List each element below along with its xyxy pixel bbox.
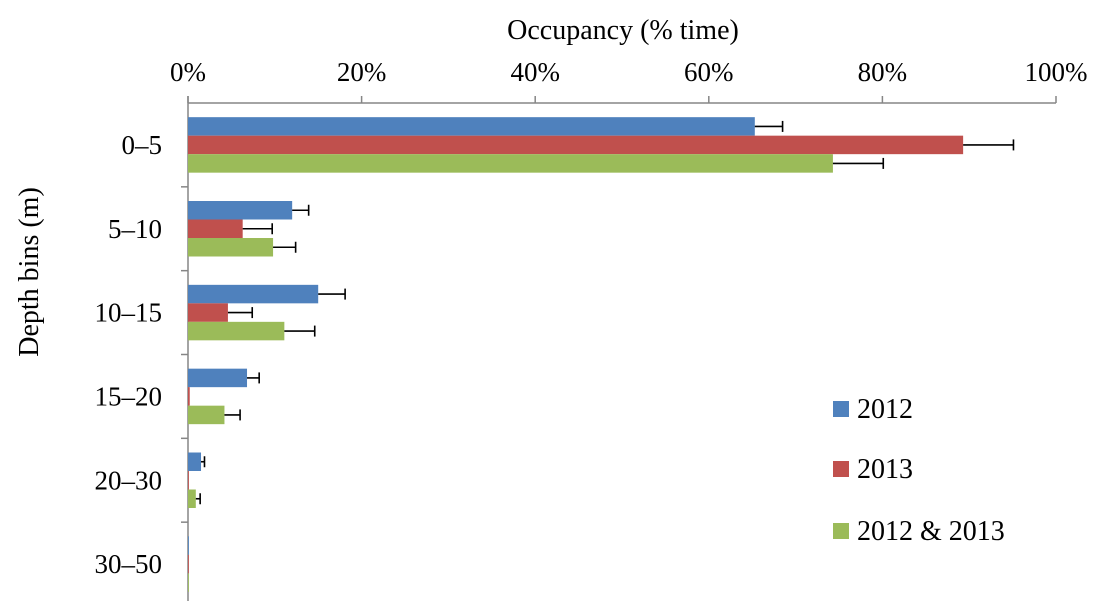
bar <box>188 238 274 257</box>
y-category-label: 15–20 <box>95 381 163 411</box>
bar <box>188 452 202 471</box>
bar <box>188 536 189 555</box>
legend-label: 2012 <box>857 394 913 425</box>
y-axis-title: Depth bins (m) <box>14 187 45 357</box>
y-category-label: 10–15 <box>95 298 163 328</box>
bar <box>188 471 189 490</box>
x-tick-label: 0% <box>170 57 206 87</box>
y-category-label: 0–5 <box>122 130 163 160</box>
x-tick-label: 60% <box>684 57 734 87</box>
bar <box>188 573 189 592</box>
x-tick-labels: 0% 20% 40% 60% 80% 100% <box>170 57 1088 87</box>
bar <box>188 554 189 574</box>
x-tick-label: 100% <box>1025 57 1088 87</box>
plot-area: 0–5 5–10 10–15 15–20 20–30 30–50 <box>95 96 1057 601</box>
legend: 2012 2013 2012 & 2013 <box>833 394 1005 547</box>
legend-label: 2012 & 2013 <box>857 516 1005 547</box>
bar <box>188 117 755 136</box>
bar <box>188 201 293 220</box>
x-tick-label: 40% <box>510 57 560 87</box>
bar <box>188 284 319 304</box>
bar <box>188 489 196 508</box>
bar <box>188 387 190 406</box>
x-axis-title: Occupancy (% time) <box>507 15 739 46</box>
y-category-label: 20–30 <box>95 465 163 495</box>
x-tick-label: 80% <box>858 57 908 87</box>
legend-swatch <box>833 461 849 477</box>
bar <box>188 303 228 322</box>
legend-label: 2013 <box>857 454 913 485</box>
bar <box>188 368 248 388</box>
legend-swatch <box>833 523 849 539</box>
y-category-label: 5–10 <box>108 214 162 244</box>
bar <box>188 135 964 155</box>
legend-swatch <box>833 401 849 417</box>
bar <box>188 405 225 425</box>
bar <box>188 154 833 173</box>
y-category-label: 30–50 <box>95 549 163 579</box>
bar <box>188 321 285 341</box>
bar <box>188 219 243 238</box>
x-tick-label: 20% <box>337 57 387 87</box>
